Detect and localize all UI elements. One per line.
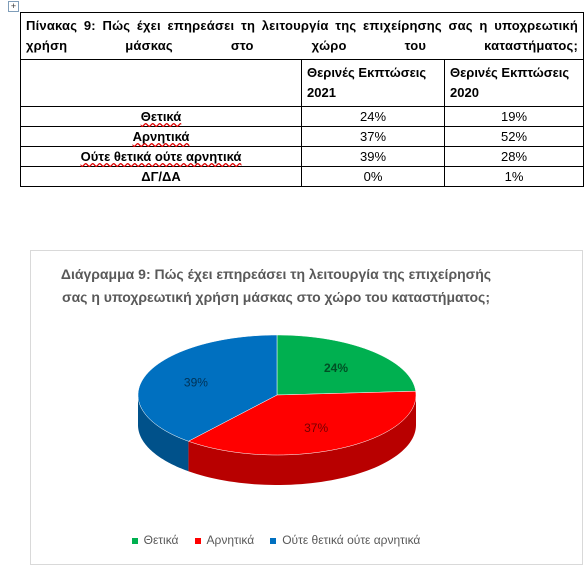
pie-slice-side xyxy=(138,395,189,472)
table-row: Αρνητικά 37% 52% xyxy=(20,126,584,147)
row-label: ΔΓ/ΔΑ xyxy=(20,166,302,187)
data-label: 39% xyxy=(184,375,208,389)
cell-value: 52% xyxy=(444,126,584,147)
row-label: Ούτε θετικά ούτε αρνητικά xyxy=(20,146,302,167)
pie-slice xyxy=(187,390,417,456)
cell-value: 39% xyxy=(301,146,445,167)
header-empty xyxy=(20,59,302,107)
chart: 24% 37% 39% Διάγραμμα 9: Πώς έχει επηρεάσε… xyxy=(30,250,583,565)
legend-swatch xyxy=(131,537,138,544)
cell-value: 37% xyxy=(301,126,445,147)
cell-value: 24% xyxy=(301,106,445,127)
table-body: Θετικά 24% 19% Αρνητικά 37% 52% Ούτε θετικά ού… xyxy=(20,106,584,187)
cell-value: 19% xyxy=(444,106,584,127)
cell-value: 0% xyxy=(301,166,445,187)
table-row: Ούτε θετικά ούτε αρνητικά 39% 28% xyxy=(20,146,584,167)
legend-label: Ούτε θετικά ούτε αρνητικά xyxy=(282,533,421,547)
table: Πίνακας 9: Πώς έχει επηρεάσει τη λειτουρ… xyxy=(20,12,584,187)
pie-area: 24% 37% 39% xyxy=(137,334,417,485)
move-handle[interactable]: + xyxy=(8,1,19,12)
cell-value: 28% xyxy=(444,146,584,167)
pie-slice-side xyxy=(188,395,416,485)
legend-label: Θετικά xyxy=(143,533,179,547)
data-label: 24% xyxy=(324,361,348,375)
legend-item: Θετικά xyxy=(131,533,179,547)
legend-swatch xyxy=(194,537,201,544)
table-row: Θετικά 24% 19% xyxy=(20,106,584,127)
legend-swatch xyxy=(270,537,277,544)
chart-title: Διάγραμμα 9: Πώς έχει επηρεάσει τη λειτο… xyxy=(60,266,492,305)
legend: Θετικά Αρνητικά Ούτε θετικά ούτε αρνητικά xyxy=(31,533,521,547)
pie-slice xyxy=(137,334,278,442)
table-title: Πίνακας 9: Πώς έχει επηρεάσει τη λειτουρ… xyxy=(20,12,584,60)
row-label: Θετικά xyxy=(20,106,302,127)
legend-item: Ούτε θετικά ούτε αρνητικά xyxy=(270,533,420,547)
table-row: ΔΓ/ΔΑ 0% 1% xyxy=(20,166,584,187)
column-header: Θερινές Εκπτώσεις 2021 xyxy=(301,59,445,107)
legend-item: Αρνητικά xyxy=(194,533,255,547)
data-label: 37% xyxy=(304,421,328,435)
cell-value: 1% xyxy=(444,166,584,187)
column-header: Θερινές Εκπτώσεις 2020 xyxy=(444,59,584,107)
pie-slice xyxy=(276,334,417,396)
row-label: Αρνητικά xyxy=(20,126,302,147)
legend-label: Αρνητικά xyxy=(206,533,255,547)
